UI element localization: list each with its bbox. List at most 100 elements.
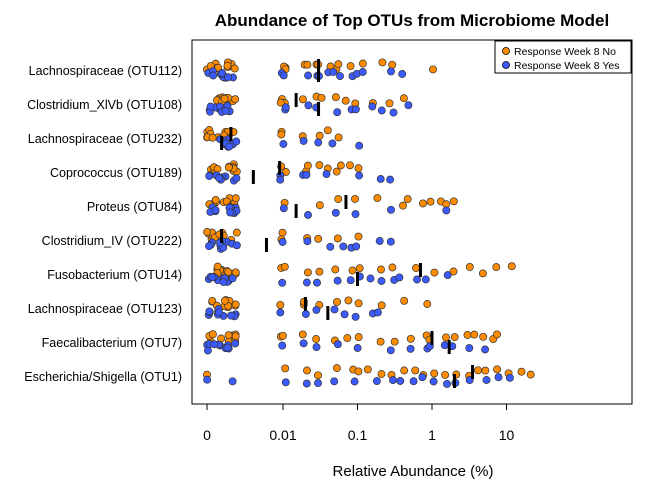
point-response-yes (358, 68, 367, 76)
point-response-no (336, 161, 345, 170)
point-response-no (331, 265, 340, 274)
point-response-yes (398, 70, 407, 78)
point-response-no (231, 332, 240, 341)
point-response-no (470, 330, 479, 339)
point-response-no (403, 195, 412, 204)
point-response-no (314, 371, 322, 380)
point-response-no (411, 366, 420, 375)
point-response-yes (302, 170, 311, 179)
point-response-no (493, 365, 502, 374)
point-response-yes (279, 204, 288, 213)
point-response-yes (279, 71, 288, 80)
point-response-yes (232, 241, 241, 250)
point-response-yes (387, 205, 395, 214)
point-response-no (298, 95, 307, 104)
legend-label-no: Response Week 8 No (514, 46, 616, 58)
point-response-yes (406, 344, 415, 353)
point-response-yes (224, 73, 233, 82)
point-response-yes (376, 175, 385, 183)
point-response-no (400, 296, 409, 305)
point-response-yes (418, 373, 427, 382)
point-response-yes (215, 174, 224, 182)
point-response-no (278, 228, 287, 237)
point-response-yes (278, 238, 287, 246)
point-response-yes (205, 242, 213, 251)
point-response-no (441, 370, 450, 379)
point-response-no (378, 58, 387, 67)
point-response-yes (386, 175, 395, 184)
point-response-no (399, 201, 407, 210)
medians-layer (220, 59, 475, 388)
category-label: Escherichia/Shigella (OTU1) (24, 370, 182, 384)
point-response-no (303, 268, 312, 277)
point-response-yes (333, 340, 342, 349)
legend-swatch-yes (502, 61, 510, 69)
point-response-no (526, 370, 535, 379)
point-response-yes (303, 237, 312, 246)
point-response-yes (336, 72, 344, 81)
point-response-no (492, 263, 501, 272)
point-response-no (332, 167, 341, 176)
point-response-yes (225, 142, 234, 151)
point-response-yes (214, 308, 223, 317)
point-response-no (412, 263, 420, 272)
point-response-yes (326, 242, 335, 251)
point-response-no (406, 334, 415, 343)
point-response-no (376, 337, 385, 346)
point-response-no (317, 93, 326, 102)
point-response-no (351, 194, 359, 203)
point-response-no (442, 333, 450, 342)
point-response-no (423, 300, 432, 308)
point-response-yes (389, 376, 397, 385)
point-response-no (363, 365, 372, 374)
point-response-yes (278, 278, 287, 287)
point-response-yes (482, 376, 491, 384)
point-response-yes (209, 71, 218, 80)
point-response-no (449, 197, 458, 206)
point-response-no (517, 367, 526, 376)
point-response-yes (368, 102, 377, 111)
point-response-no (355, 264, 364, 273)
point-response-yes (505, 373, 514, 382)
point-response-yes (389, 108, 398, 117)
point-response-no (303, 366, 311, 375)
point-response-yes (339, 242, 348, 251)
point-response-yes (395, 273, 404, 282)
x-tick-label: 0.1 (348, 427, 368, 443)
point-response-yes (330, 377, 339, 386)
point-response-no (231, 95, 240, 104)
point-response-no (220, 296, 229, 305)
point-response-yes (442, 206, 451, 215)
point-response-yes (366, 274, 375, 283)
point-response-no (450, 333, 459, 342)
point-response-yes (299, 136, 308, 145)
point-response-yes (304, 71, 313, 80)
point-response-yes (208, 273, 217, 282)
point-response-no (276, 300, 285, 309)
point-response-no (385, 99, 394, 108)
point-response-no (354, 333, 363, 342)
point-response-no (303, 161, 312, 170)
point-response-yes (351, 210, 360, 219)
point-response-yes (409, 377, 418, 386)
point-response-yes (313, 278, 321, 287)
point-response-no (203, 228, 212, 236)
points-layer (203, 58, 535, 388)
point-response-no (400, 366, 409, 375)
point-response-yes (322, 170, 331, 179)
point-response-yes (304, 101, 313, 110)
point-response-no (377, 370, 386, 378)
point-response-yes (279, 140, 288, 148)
point-response-yes (443, 271, 452, 280)
point-response-yes (276, 308, 285, 317)
point-response-yes (377, 277, 386, 285)
point-response-no (303, 60, 312, 69)
point-response-no (465, 262, 474, 271)
point-response-no (231, 194, 240, 203)
point-response-yes (210, 340, 219, 349)
point-response-no (419, 199, 427, 208)
point-response-yes (278, 341, 287, 350)
point-response-no (334, 60, 343, 69)
point-response-no (211, 195, 220, 204)
